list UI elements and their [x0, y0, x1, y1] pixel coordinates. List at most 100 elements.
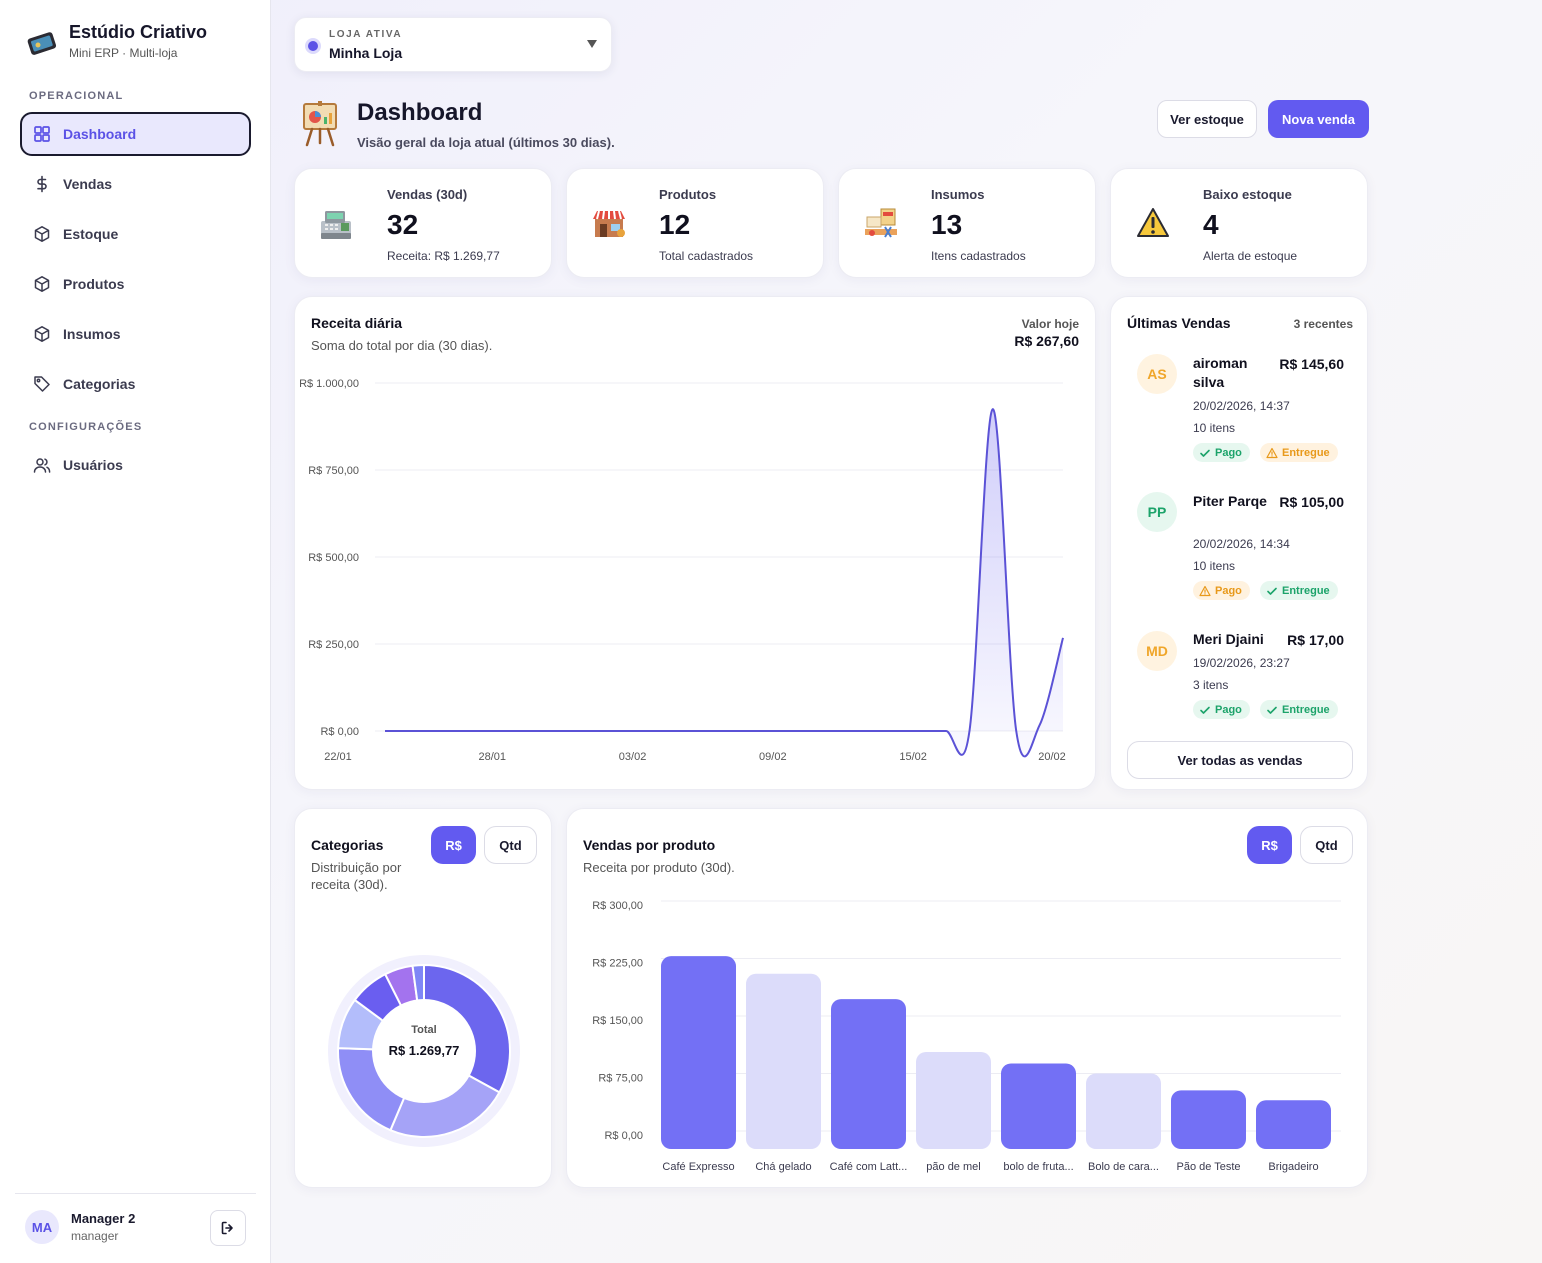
y-tick-label: R$ 300,00	[592, 900, 643, 912]
stat-card-products: Produtos 12 Total cadastrados	[566, 168, 824, 278]
bar	[1256, 1100, 1331, 1149]
x-tick-label: Brigadeiro	[1268, 1161, 1318, 1173]
x-tick-label: 22/01	[324, 751, 352, 763]
store-icon	[593, 210, 625, 237]
y-tick-label: R$ 75,00	[598, 1073, 643, 1085]
avatar: MA	[25, 1210, 59, 1244]
status-badge: Pago	[1193, 581, 1250, 600]
avatar: MD	[1137, 631, 1177, 671]
tablet-logo-icon	[27, 32, 57, 55]
bar	[916, 1052, 991, 1149]
bar	[661, 956, 736, 1149]
stat-label: Produtos	[659, 187, 717, 202]
check-icon	[1267, 587, 1277, 595]
stat-label: Insumos	[931, 187, 985, 202]
sale-customer-name: Piter Parqe	[1193, 493, 1267, 509]
stat-card-sales: Vendas (30d) 32 Receita: R$ 1.269,77	[294, 168, 552, 278]
bar	[1171, 1090, 1246, 1149]
brand-title: Estúdio Criativo	[69, 22, 208, 42]
products-card: Vendas por produto Receita por produto (…	[566, 808, 1368, 1188]
page-title: Dashboard	[357, 99, 483, 126]
warning-icon	[1137, 208, 1169, 237]
donut-center-value: R$ 1.269,77	[389, 1043, 460, 1058]
status-badge: Entregue	[1260, 700, 1338, 719]
recent-sales-count: 3 recentes	[1293, 317, 1353, 331]
recent-sales-title: Últimas Vendas	[1127, 315, 1231, 331]
view-stock-button[interactable]: Ver estoque	[1157, 100, 1257, 138]
stat-footnote: Alerta de estoque	[1203, 249, 1298, 263]
x-tick-label: Café Expresso	[662, 1161, 734, 1173]
store-value: Minha Loja	[329, 45, 403, 61]
sidebar-item-insumos[interactable]: Insumos	[20, 312, 251, 356]
categories-toggle-quantity[interactable]: Qtd	[484, 826, 537, 864]
store-select[interactable]: LOJA ATIVA Minha Loja	[294, 17, 612, 72]
revenue-line	[385, 408, 1064, 758]
sidebar-item-label: Estoque	[63, 226, 119, 242]
x-tick-label: pão de mel	[926, 1161, 980, 1173]
logout-button[interactable]	[210, 1210, 246, 1246]
page-subtitle: Visão geral da loja atual (últimos 30 di…	[357, 135, 615, 150]
sale-customer-name: airoman silva	[1193, 355, 1248, 390]
sale-items: 10 itens	[1193, 421, 1236, 435]
bar	[1086, 1073, 1161, 1149]
brand: Estúdio Criativo Mini ERP · Multi-loja	[26, 20, 207, 60]
x-tick-label: Café com Latt...	[830, 1161, 908, 1173]
y-tick-label: R$ 250,00	[308, 639, 359, 651]
warning-icon	[1266, 447, 1278, 458]
products-toggle-revenue[interactable]: R$	[1247, 826, 1292, 864]
sidebar: Estúdio Criativo Mini ERP · Multi-loja O…	[0, 0, 271, 1263]
brand-subtitle: Mini ERP · Multi-loja	[69, 46, 178, 60]
x-tick-label: Pão de Teste	[1176, 1161, 1240, 1173]
recent-sales-card: Últimas Vendas 3 recentes AS airoman sil…	[1110, 296, 1368, 790]
categories-toggle-revenue[interactable]: R$	[431, 826, 476, 864]
chevron-down-icon	[587, 40, 597, 48]
stat-value: 4	[1203, 209, 1219, 240]
sidebar-item-usuarios[interactable]: Usuários	[20, 443, 251, 487]
categories-donut-chart: Total R$ 1.269,77	[328, 955, 520, 1147]
section-label-operational: OPERACIONAL	[29, 90, 124, 102]
bar	[831, 999, 906, 1149]
stat-footnote: Receita: R$ 1.269,77	[387, 249, 500, 263]
categories-title: Categorias	[311, 837, 384, 853]
sale-items: 10 itens	[1193, 559, 1236, 573]
sidebar-item-dashboard[interactable]: Dashboard	[20, 112, 251, 156]
check-icon	[1200, 706, 1210, 714]
products-subtitle: Receita por produto (30d).	[583, 860, 735, 875]
products-title: Vendas por produto	[583, 837, 716, 853]
stat-value: 32	[387, 209, 419, 240]
sidebar-item-label: Insumos	[63, 326, 121, 342]
stat-value: 13	[931, 209, 963, 240]
status-badge: Pago	[1193, 443, 1250, 462]
warning-icon	[1199, 585, 1211, 596]
stat-card-low-stock: Baixo estoque 4 Alerta de estoque	[1110, 168, 1368, 278]
sale-date: 20/02/2026, 14:34	[1193, 537, 1290, 551]
stat-label: Baixo estoque	[1203, 187, 1292, 202]
sale-amount: R$ 17,00	[1287, 632, 1344, 648]
avatar: PP	[1137, 492, 1177, 532]
sidebar-item-categorias[interactable]: Categorias	[20, 362, 251, 406]
bar	[746, 973, 821, 1149]
check-icon	[1267, 706, 1277, 714]
sale-items: 3 itens	[1193, 678, 1229, 692]
status-badge: Pago	[1193, 700, 1250, 719]
sale-amount: R$ 145,60	[1279, 356, 1344, 372]
sale-customer-name: Meri Djaini	[1193, 631, 1264, 647]
y-tick-label: R$ 750,00	[308, 465, 359, 477]
sidebar-item-produtos[interactable]: Produtos	[20, 262, 251, 306]
x-tick-label: bolo de fruta...	[1003, 1161, 1073, 1173]
sale-amount: R$ 105,00	[1279, 494, 1344, 510]
donut-center-label: Total	[411, 1024, 436, 1036]
sidebar-item-vendas[interactable]: Vendas	[20, 162, 251, 206]
new-sale-button[interactable]: Nova venda	[1268, 100, 1369, 138]
y-tick-label: R$ 225,00	[592, 958, 643, 970]
today-label: Valor hoje	[1021, 317, 1079, 331]
revenue-chart: R$ 0,00 R$ 250,00 R$ 500,00 R$ 750,00 R$ 1.0…	[299, 378, 1066, 763]
presentation-board-icon	[303, 101, 337, 147]
products-toggle-quantity[interactable]: Qtd	[1300, 826, 1353, 864]
logout-icon	[221, 1221, 233, 1235]
sidebar-item-estoque[interactable]: Estoque	[20, 212, 251, 256]
stat-footnote: Total cadastrados	[659, 249, 754, 263]
revenue-card: Receita diária Soma do total por dia (30…	[294, 296, 1096, 790]
view-all-sales-button[interactable]: Ver todas as vendas	[1127, 741, 1353, 779]
grid-icon	[34, 126, 50, 142]
